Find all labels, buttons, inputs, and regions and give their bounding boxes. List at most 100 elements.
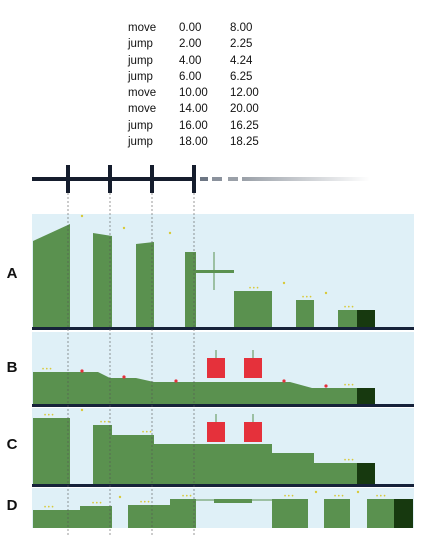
coin-trail: • • • <box>44 505 54 511</box>
timeline <box>32 165 370 193</box>
row-label-a: A <box>6 265 18 282</box>
event-row: move 10.00 12.00 <box>128 85 280 101</box>
floating-platform <box>196 270 234 273</box>
coin <box>118 495 122 499</box>
row-divider <box>32 484 414 487</box>
goal-block <box>394 499 413 528</box>
enemy-block <box>244 422 262 442</box>
event-row: jump 16.00 16.25 <box>128 118 280 134</box>
coin <box>80 408 84 412</box>
coin-trail: • • • <box>284 494 294 500</box>
coin-trail: • • • <box>44 413 54 419</box>
row-divider <box>32 327 414 330</box>
event-end: 8.00 <box>230 22 253 34</box>
timeline-bar <box>32 177 196 181</box>
event-action: jump <box>128 136 153 149</box>
event-end: 12.00 <box>230 87 259 100</box>
event-end: 18.25 <box>230 136 259 149</box>
terrain-block <box>93 233 112 327</box>
terrain-block <box>338 310 358 327</box>
goal-block <box>357 463 375 484</box>
terrain-block <box>234 291 272 327</box>
coin <box>122 226 126 230</box>
row-divider <box>32 404 414 407</box>
event-end: 16.25 <box>230 119 259 132</box>
row-label-b: B <box>6 359 18 376</box>
timeline-dash <box>228 177 238 181</box>
enemy-block <box>207 422 225 442</box>
terrain-block <box>185 252 196 327</box>
terrain-block <box>33 224 70 327</box>
event-end: 4.24 <box>230 54 253 67</box>
coin-trail: • • • <box>334 494 344 500</box>
event-end: 6.25 <box>230 70 253 83</box>
row-c-panel: • • • • • • • • • • • • <box>32 408 414 484</box>
red-marker <box>122 375 126 379</box>
terrain-block <box>324 499 350 528</box>
row-d-panel: • • • • • • • • • • • • • • • • • • • • … <box>32 488 414 528</box>
event-start: 6.00 <box>179 70 202 83</box>
event-table: move 0.00 8.00 jump 2.00 2.25 jump 4.00 4.24 jump… <box>128 20 280 150</box>
event-row: jump 2.00 2.25 <box>128 36 280 52</box>
timeline-tick <box>192 165 196 193</box>
terrain-block <box>33 418 70 484</box>
coin-trail: • • • <box>100 420 110 426</box>
red-marker <box>80 369 84 373</box>
coin <box>80 214 84 218</box>
coin <box>314 490 318 494</box>
event-action: jump <box>128 38 153 51</box>
red-marker <box>174 379 178 383</box>
terrain-strip <box>33 372 358 404</box>
event-row: move 14.00 20.00 <box>128 101 280 117</box>
enemy-block <box>207 358 225 378</box>
terrain-block <box>272 499 308 528</box>
coin <box>168 231 172 235</box>
event-end: 20.00 <box>230 103 259 116</box>
terrain-block <box>296 300 314 327</box>
coin-trail: • • • <box>182 494 192 500</box>
event-row: move 0.00 8.00 <box>128 20 280 36</box>
coin <box>324 291 328 295</box>
coin-trail: • • • <box>376 494 386 500</box>
enemy-block <box>244 358 262 378</box>
row-label-c: C <box>6 436 18 453</box>
terrain-block <box>136 242 154 327</box>
goal-block <box>357 310 375 327</box>
terrain-strip <box>33 506 112 528</box>
event-action: jump <box>128 119 153 132</box>
coin-trail: • • • <box>92 501 102 507</box>
timeline-dash <box>212 177 222 181</box>
event-action: move <box>128 22 157 34</box>
coin-trail: • • • <box>302 295 312 301</box>
event-start: 0.00 <box>179 22 202 34</box>
event-action: jump <box>128 54 153 67</box>
event-start: 10.00 <box>179 87 208 100</box>
coin <box>356 490 360 494</box>
coin-trail: • • • <box>249 286 259 292</box>
event-action: move <box>128 103 157 116</box>
terrain-block <box>128 505 170 528</box>
event-start: 14.00 <box>179 103 208 116</box>
coin-trail: • • • <box>42 367 52 373</box>
event-action: jump <box>128 70 153 83</box>
timeline-tick <box>150 165 154 193</box>
event-row: jump 6.00 6.25 <box>128 69 280 85</box>
timeline-dash <box>200 177 208 181</box>
event-start: 2.00 <box>179 38 202 51</box>
coin-trail: • • • <box>344 458 354 464</box>
row-label-d: D <box>6 497 18 514</box>
event-start: 16.00 <box>179 119 208 132</box>
event-start: 18.00 <box>179 136 208 149</box>
goal-block <box>357 388 375 404</box>
event-row: jump 18.00 18.25 <box>128 134 280 150</box>
terrain-block <box>170 499 196 528</box>
timeline-tick <box>108 165 112 193</box>
terrain-block <box>367 499 395 528</box>
coin-trail: • • • <box>344 305 354 311</box>
timeline-fade <box>242 177 370 181</box>
floating-platform <box>214 499 252 503</box>
coin-trail: • • • <box>344 383 354 389</box>
red-marker <box>282 379 286 383</box>
terrain-strip <box>93 425 358 484</box>
